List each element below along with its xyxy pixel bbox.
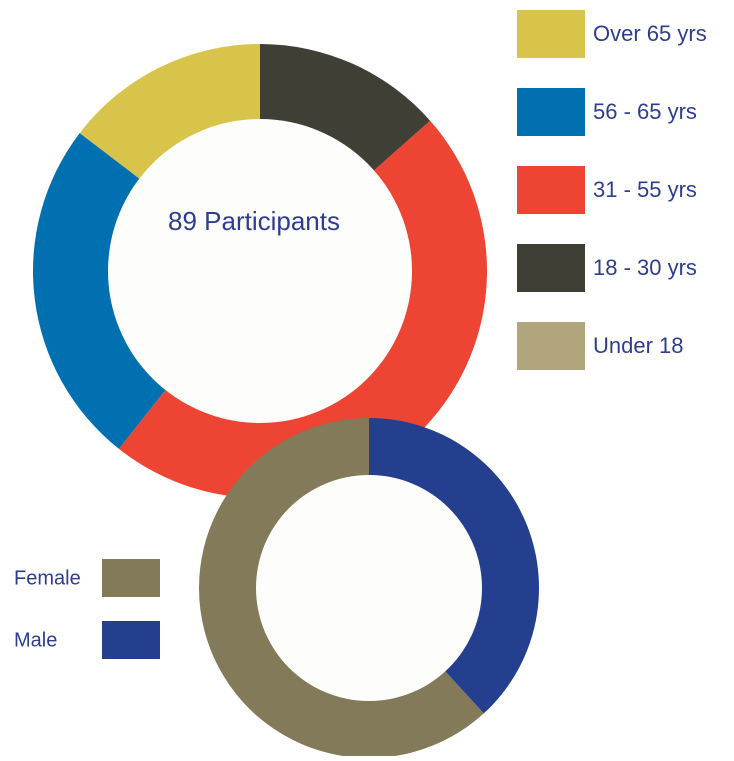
legend-swatch: [517, 166, 585, 214]
donut-hole: [256, 475, 482, 701]
legend-label: 31 - 55 yrs: [593, 177, 697, 202]
center-label: 89 Participants: [168, 206, 340, 236]
legend-label: Over 65 yrs: [593, 21, 707, 46]
legend-label: Male: [14, 629, 57, 651]
legend-label: Under 18: [593, 333, 684, 358]
donut-hole: [108, 119, 412, 423]
legend-swatch: [102, 621, 160, 659]
legend-swatch: [102, 559, 160, 597]
legend-label: 56 - 65 yrs: [593, 99, 697, 124]
legend-label: Female: [14, 567, 81, 589]
legend-label: 18 - 30 yrs: [593, 255, 697, 280]
legend-swatch: [517, 10, 585, 58]
legend-swatch: [517, 88, 585, 136]
legend-swatch: [517, 322, 585, 370]
legend-swatch: [517, 244, 585, 292]
